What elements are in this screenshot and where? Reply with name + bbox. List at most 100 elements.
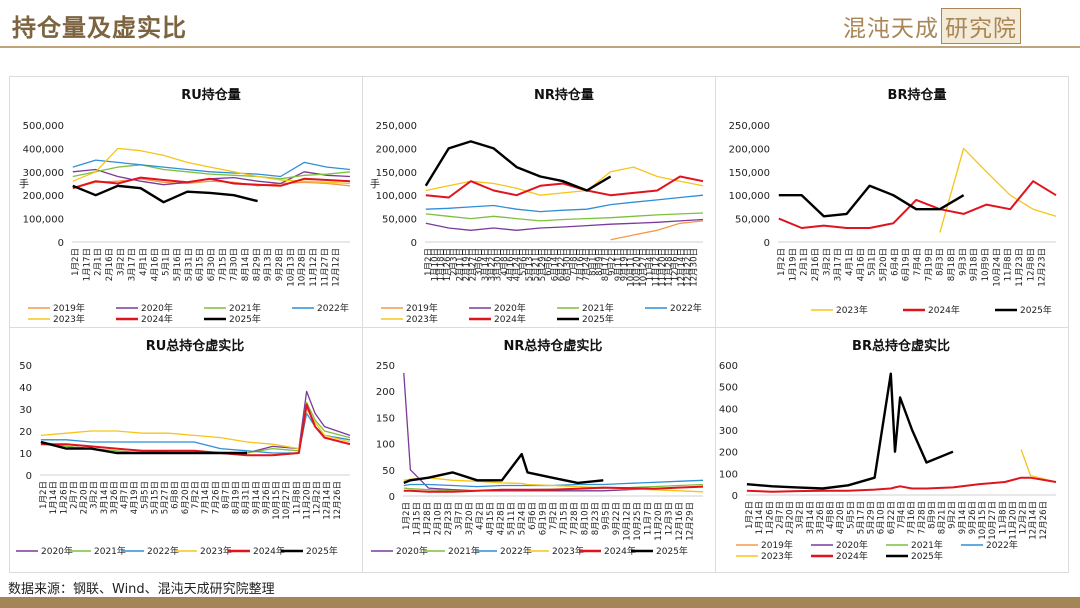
chart-title: BR持仓量 xyxy=(888,87,947,103)
y-tick-label: 100,000 xyxy=(729,191,770,202)
legend-label-2025: 2025年 xyxy=(306,545,338,557)
ru-ratio-chart: RU总持仓虚实比 0 10 20 30 40 50 1月2日 1月14日 1月26日 2月7日 2月2… xyxy=(16,338,351,557)
x-tick-label: 2月7日 xyxy=(775,501,785,529)
y-tick-label: 250,000 xyxy=(729,121,770,132)
x-tick-label: 11月23日 xyxy=(1015,248,1025,287)
x-tick-label: 11月7日 xyxy=(644,502,654,535)
x-tick-label: 1月2日 xyxy=(39,481,49,509)
x-tick-label: 6月8日 xyxy=(171,481,181,509)
y-tick-label: 0 xyxy=(764,238,770,249)
series-line-2019 xyxy=(72,178,351,189)
x-tick-label: 8月19日 xyxy=(232,481,242,514)
x-tick-label: 6月15日 xyxy=(196,248,206,281)
x-tick-label: 9月22日 xyxy=(612,502,622,535)
x-tick-label: 4月16日 xyxy=(150,248,160,281)
x-tick-label: 7月15日 xyxy=(218,248,228,281)
x-tick-label: 11月20日 xyxy=(302,481,312,520)
y-tick-label: 50,000 xyxy=(382,215,417,226)
x-tick-label: 8月23日 xyxy=(591,502,601,535)
chart-panel-nr-open-interest: NR持仓量 0 50,000 100,000 150,000 200,000 250,000… xyxy=(362,76,716,328)
x-tick-label: 7月19日 xyxy=(924,248,934,281)
x-tick-label: 10月27日 xyxy=(988,501,998,540)
x-tick-label: 9月5日 xyxy=(602,502,612,530)
logo-box: 研究院 xyxy=(941,8,1021,44)
legend-label-2023: 2023年 xyxy=(836,304,868,316)
x-tick-label: 12月22日 xyxy=(683,248,693,287)
logo-text: 混沌天成 xyxy=(843,16,939,42)
legend-label-2020: 2020年 xyxy=(494,302,526,314)
x-tick-label: 6月22日 xyxy=(557,248,567,281)
x-tick-label: 2月11日 xyxy=(456,248,466,281)
x-tick-label: 11月8日 xyxy=(292,481,302,514)
series-line-2021 xyxy=(72,164,351,180)
chart-panel-ru-ratio: RU总持仓虚实比 0 10 20 30 40 50 1月2日 1月14日 1月26日 2月7日 2月2… xyxy=(9,327,363,573)
x-tick-label: 11月12日 xyxy=(309,248,319,287)
legend-label-2019: 2019年 xyxy=(761,539,793,551)
chart-title: NR持仓量 xyxy=(534,87,594,103)
x-tick-label: 12月8日 xyxy=(1026,248,1036,281)
x-tick-label: 7月2日 xyxy=(191,481,201,509)
x-tick-label: 9月14日 xyxy=(958,501,968,534)
legend-label-2021: 2021年 xyxy=(448,545,480,557)
x-tick-label: 7月2日 xyxy=(549,502,559,530)
legend-label-2021: 2021年 xyxy=(94,545,126,557)
x-tick-label: 6月14日 xyxy=(551,248,561,281)
x-tick-label: 4月7日 xyxy=(120,481,130,509)
legend-label-2024: 2024年 xyxy=(928,304,960,316)
x-tick-label: 10月27日 xyxy=(282,481,292,520)
chart-title: BR总持仓虚实比 xyxy=(852,338,950,354)
y-tick-label: 500,000 xyxy=(23,121,64,132)
x-tick-label: 12月23日 xyxy=(1038,248,1048,287)
x-tick-label: 2月16日 xyxy=(811,248,821,281)
page-title: 持仓量及虚实比 xyxy=(12,13,187,42)
x-tick-label: 10月24日 xyxy=(992,248,1002,287)
x-tick-label: 7月14日 xyxy=(201,481,211,514)
x-tick-label: 1月2日 xyxy=(777,248,787,276)
y-tick-label: 500 xyxy=(719,383,738,394)
x-tick-label: 4月24日 xyxy=(513,248,523,281)
y-tick-label: 50,000 xyxy=(735,215,770,226)
x-tick-label: 12月29日 xyxy=(686,502,696,541)
series-line-2024 xyxy=(778,180,1057,229)
x-tick-label: 9月2日 xyxy=(948,501,958,529)
x-tick-label: 9月18日 xyxy=(970,248,980,281)
x-tick-label: 6月4日 xyxy=(890,248,900,276)
x-tick-label: 1月2日 xyxy=(745,501,755,529)
legend-label-2020: 2020年 xyxy=(836,539,868,551)
x-tick-label: 12月2日 xyxy=(313,481,323,514)
x-tick-label: 3月26日 xyxy=(110,481,120,514)
x-tick-label: 12月6日 xyxy=(671,248,681,281)
x-tick-label: 12月14日 xyxy=(677,248,687,287)
y-tick-label: 0 xyxy=(389,492,395,503)
x-tick-label: 11月27日 xyxy=(320,248,330,287)
x-tick-label: 4月1日 xyxy=(845,248,855,276)
x-tick-label: 1月10日 xyxy=(430,248,440,281)
legend-label-2023: 2023年 xyxy=(200,545,232,557)
x-tick-label: 3月2日 xyxy=(90,481,100,509)
y-tick-label: 50 xyxy=(382,466,395,477)
legend-label-2021: 2021年 xyxy=(911,539,943,551)
x-tick-label: 3月17日 xyxy=(128,248,138,281)
x-tick-label: 6月6日 xyxy=(544,248,554,276)
y-tick-label: 600 xyxy=(719,361,738,372)
x-tick-label: 8月9日 xyxy=(595,248,605,276)
x-tick-label: 7月4日 xyxy=(913,248,923,276)
y-tick-label: 150,000 xyxy=(376,168,417,179)
x-tick-label: 9月13日 xyxy=(264,248,274,281)
legend-label-2025: 2025年 xyxy=(229,313,261,325)
x-tick-label: 12月14日 xyxy=(1029,501,1039,540)
x-tick-label: 4月19日 xyxy=(130,481,140,514)
x-tick-label: 6月30日 xyxy=(207,248,217,281)
series-line-2025 xyxy=(72,184,258,204)
x-tick-label: 11月4日 xyxy=(645,248,655,281)
x-tick-label: 4月2日 xyxy=(476,502,486,530)
x-tick-label: 1月26日 xyxy=(443,248,453,281)
header-divider xyxy=(0,46,1080,48)
legend-label-2024: 2024年 xyxy=(253,545,285,557)
x-tick-label: 4月28日 xyxy=(497,502,507,535)
series-line-2022 xyxy=(403,479,704,488)
x-tick-label: 1月17日 xyxy=(82,248,92,281)
x-tick-label: 7月15日 xyxy=(560,502,570,535)
x-tick-label: 3月22日 xyxy=(487,248,497,281)
x-tick-label: 4月20日 xyxy=(836,501,846,534)
